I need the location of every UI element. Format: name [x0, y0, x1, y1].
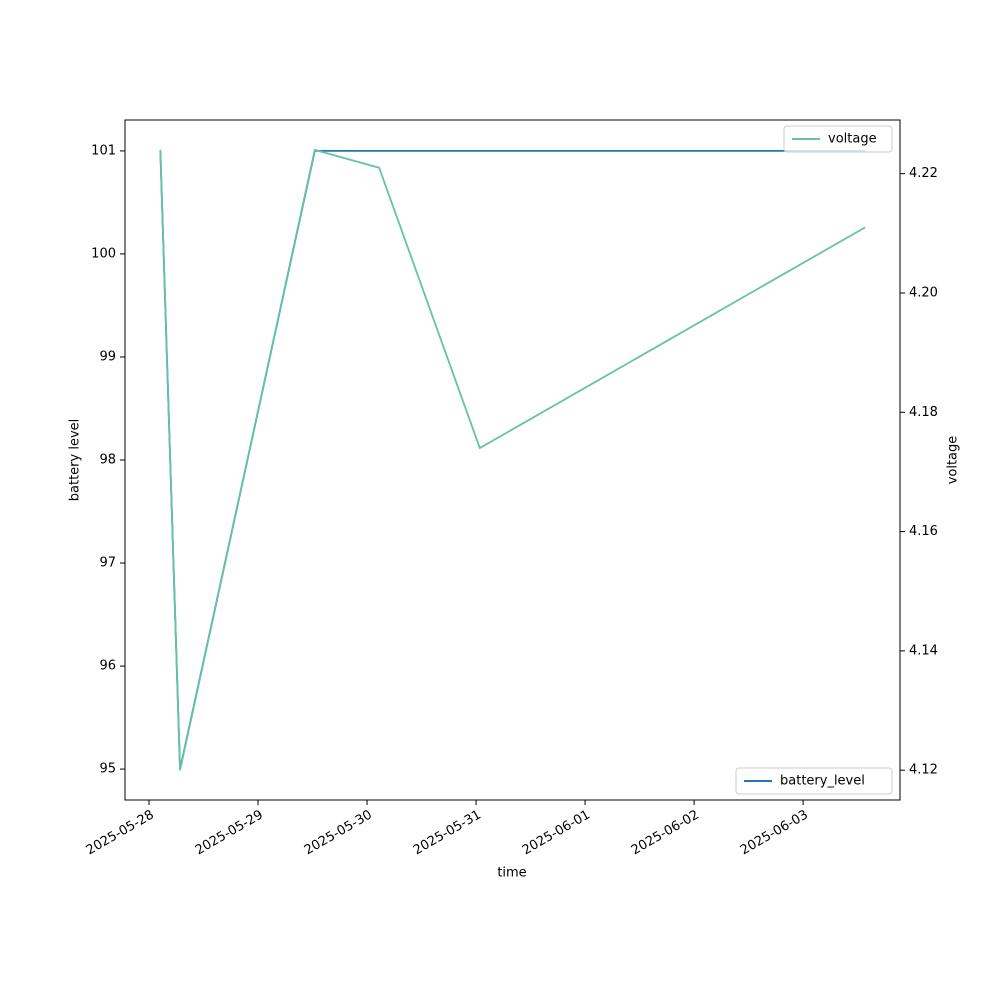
y2-axis-label: voltage	[946, 436, 961, 485]
series-line	[159, 150, 866, 770]
y-tick-label: 99	[99, 349, 116, 364]
y2-tick-label: 4.14	[909, 643, 938, 658]
y2-tick-label: 4.18	[909, 405, 938, 420]
x-tick-label: 2025-05-31	[411, 808, 484, 859]
y-tick-label: 95	[99, 762, 116, 777]
y2-tick-label: 4.22	[909, 166, 938, 181]
legend-label: battery_level	[780, 774, 865, 789]
x-tick-label: 2025-06-03	[738, 808, 811, 859]
y-tick-label: 97	[99, 556, 116, 571]
x-tick-label: 2025-06-02	[629, 808, 702, 859]
y-axis-label: battery level	[68, 419, 83, 502]
y2-tick-label: 4.20	[909, 285, 938, 300]
legend: voltage	[783, 125, 893, 153]
y-tick-label: 98	[99, 453, 116, 468]
legend: battery_level	[735, 767, 893, 795]
legend-label: voltage	[828, 132, 877, 147]
series-line	[159, 148, 866, 771]
y-tick-label: 100	[91, 246, 116, 261]
y-tick-label: 101	[91, 143, 116, 158]
y2-tick-label: 4.16	[909, 524, 938, 539]
plot-frame	[124, 119, 901, 801]
legend-box	[783, 125, 893, 153]
x-tick-label: 2025-05-30	[302, 808, 375, 859]
y-tick-label: 96	[99, 659, 116, 674]
x-tick-label: 2025-05-28	[84, 808, 157, 859]
x-tick-label: 2025-05-29	[193, 808, 266, 859]
legend-box	[735, 767, 893, 795]
x-axis-label: time	[497, 866, 526, 881]
x-tick-label: 2025-06-01	[520, 808, 593, 859]
y2-tick-label: 4.12	[909, 763, 938, 778]
